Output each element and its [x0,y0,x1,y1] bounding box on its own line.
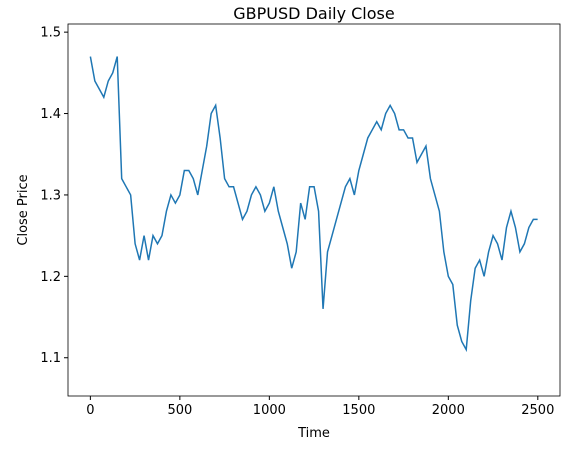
x-axis-label: Time [297,426,330,441]
x-tick-label: 500 [167,403,192,418]
y-tick-label: 1.4 [40,107,61,122]
x-tick-label: 0 [86,403,94,418]
x-tick-label: 1500 [342,403,375,418]
y-tick-label: 1.5 [40,26,61,41]
y-tick-label: 1.3 [40,188,61,203]
line-series [89,56,538,353]
y-tick-label: 1.1 [40,351,61,366]
x-tick-label: 2000 [432,403,465,418]
chart-title: GBPUSD Daily Close [233,4,394,23]
x-tick-label: 1000 [253,403,286,418]
x-tick-label: 2500 [521,403,554,418]
y-axis-label: Close Price [16,174,31,245]
plot-frame [67,23,561,397]
y-tick-label: 1.2 [40,270,61,285]
